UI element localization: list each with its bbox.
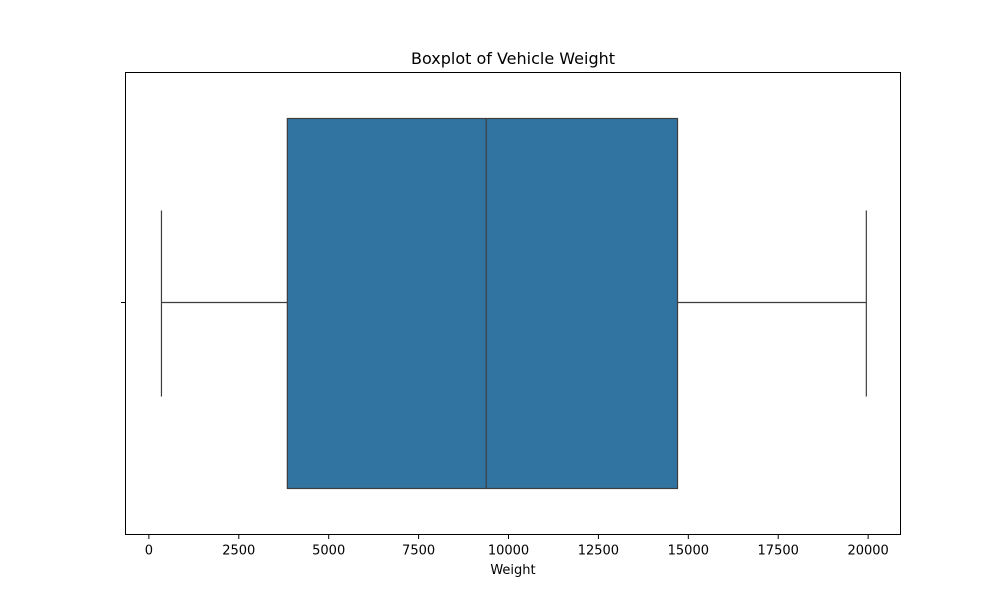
x-tick-label: 0 (145, 544, 153, 559)
x-tick-label: 2500 (222, 544, 255, 559)
x-tick-label: 7500 (402, 544, 435, 559)
x-tick-label: 12500 (578, 544, 619, 559)
plot-frame (125, 72, 901, 535)
x-tick-label: 5000 (312, 544, 345, 559)
iqr-box (286, 117, 679, 490)
x-tick-label: 15000 (668, 544, 709, 559)
x-tick-label: 17500 (758, 544, 799, 559)
x-axis: 0 2500 5000 7500 10000 12500 15000 17500 20000 (145, 534, 889, 559)
x-tick-label: 10000 (488, 544, 529, 559)
chart-title: Boxplot of Vehicle Weight (411, 49, 615, 68)
x-axis-label: Weight (490, 563, 535, 578)
x-tick-label: 20000 (847, 544, 888, 559)
plot-area (160, 117, 867, 490)
